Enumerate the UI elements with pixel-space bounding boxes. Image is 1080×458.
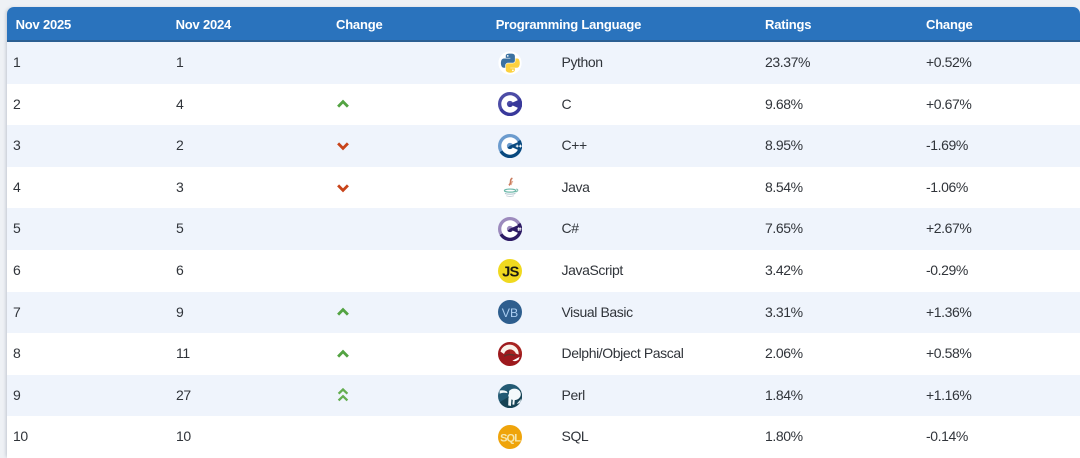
svg-text:JS: JS — [502, 264, 519, 280]
svg-text:VB: VB — [502, 306, 518, 320]
svg-text:SQL: SQL — [500, 433, 521, 445]
